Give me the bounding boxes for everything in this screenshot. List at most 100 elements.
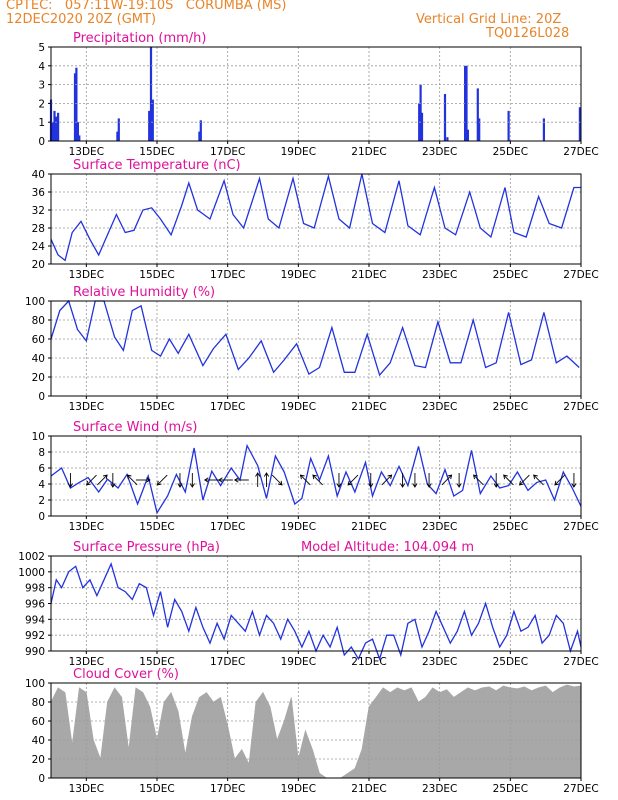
temperature-ytick-label: 32 xyxy=(32,205,45,217)
temperature-xtick-label: 25DEC xyxy=(493,269,528,281)
precipitation-ytick-label: 5 xyxy=(38,42,45,54)
humidity-xtick-label: 23DEC xyxy=(422,401,457,413)
temperature-xtick-label: 23DEC xyxy=(422,269,457,281)
wind-arrow-head xyxy=(218,477,223,483)
cloud-cover-area xyxy=(50,684,582,779)
temperature-ytick-label: 20 xyxy=(32,259,45,271)
wind-arrow-head xyxy=(110,483,116,488)
pressure-ytick-label: 994 xyxy=(25,614,45,626)
wind-arrow-shaft xyxy=(519,474,530,486)
precipitation-bar xyxy=(465,65,468,141)
precipitation-bar xyxy=(199,120,202,141)
wind-line xyxy=(50,443,582,515)
wind-arrow xyxy=(255,472,261,487)
precipitation-title: Precipitation (mm/h) xyxy=(73,31,206,46)
wind-arrow xyxy=(263,472,270,487)
temperature-xtick-label: 15DEC xyxy=(139,269,174,281)
wind-arrow-head xyxy=(156,480,162,486)
precipitation-bar xyxy=(476,88,479,141)
precipitation-bar xyxy=(116,131,119,141)
pressure-ytick-label: 1002 xyxy=(18,551,45,563)
wind-xtick-label: 15DEC xyxy=(139,521,174,533)
wind-arrow xyxy=(400,473,406,488)
wind-xtick-label: 25DEC xyxy=(493,521,528,533)
precipitation-bar xyxy=(466,129,469,141)
cloud-cover-xtick-label: 25DEC xyxy=(493,783,528,795)
humidity-ytick-label: 40 xyxy=(32,353,45,365)
precipitation-bar xyxy=(507,110,510,141)
wind-arrow xyxy=(203,477,219,483)
temperature-ytick-label: 36 xyxy=(32,187,46,199)
wind-arrow xyxy=(381,474,393,486)
humidity-ytick-label: 100 xyxy=(25,296,45,308)
wind-arrow xyxy=(519,474,530,486)
wind-arrow-head xyxy=(103,474,108,480)
wind-arrow-head xyxy=(203,477,209,483)
precipitation-frame xyxy=(50,46,582,142)
cloud-cover-frame xyxy=(50,682,582,779)
wind-arrow-head xyxy=(426,483,432,488)
humidity-xtick-label: 27DEC xyxy=(563,401,598,413)
humidity-ytick-label: 20 xyxy=(32,372,45,384)
pressure-xtick-label: 21DEC xyxy=(351,656,386,668)
humidity-xtick-label: 17DEC xyxy=(210,401,245,413)
wind-arrow-head xyxy=(473,474,478,480)
wind-arrow xyxy=(67,473,73,488)
wind-arrow xyxy=(503,474,514,486)
cloud-cover-panel: 0 20 40 60 80 100 13DEC 15DEC 17DEC 19DEC 21DEC 23D… xyxy=(25,667,599,795)
wind-arrow-head xyxy=(519,480,524,486)
precipitation-bar xyxy=(75,67,78,141)
wind-arrow-shaft xyxy=(312,474,323,486)
temperature-ytick-label: 28 xyxy=(32,223,45,235)
humidity-xtick-label: 15DEC xyxy=(139,401,174,413)
precipitation-bar xyxy=(419,84,422,141)
wind-arrow xyxy=(233,477,249,483)
pressure-ytick-label: 998 xyxy=(25,583,45,595)
wind-xtick-label: 17DEC xyxy=(210,521,245,533)
temperature-frame xyxy=(50,173,582,265)
cloud-cover-ytick-label: 80 xyxy=(32,697,45,709)
wind-arrow xyxy=(126,474,138,486)
wind-arrow-head xyxy=(277,480,283,486)
wind-ytick-label: 0 xyxy=(38,511,45,523)
precipitation-bar xyxy=(149,47,153,141)
wind-arrow-head xyxy=(412,483,418,488)
cloud-cover-xtick-label: 19DEC xyxy=(281,783,316,795)
wind-ytick-label: 2 xyxy=(38,495,45,507)
wind-arrow-head xyxy=(299,474,305,480)
precipitation-bar xyxy=(76,122,79,141)
pressure-xtick-label: 23DEC xyxy=(422,656,457,668)
humidity-ytick-label: 60 xyxy=(32,334,45,346)
wind-arrow-head xyxy=(533,474,538,480)
wind-arrow xyxy=(135,477,151,483)
humidity-xtick-label: 13DEC xyxy=(69,401,104,413)
pressure-xtick-label: 25DEC xyxy=(493,656,528,668)
wind-arrow xyxy=(412,473,418,488)
pressure-xtick-label: 17DEC xyxy=(210,656,245,668)
wind-arrow-shaft xyxy=(554,474,566,486)
wind-arrow-shaft xyxy=(300,474,311,486)
temperature-ytick-label: 40 xyxy=(32,169,45,181)
pressure-ytick-label: 996 xyxy=(25,599,45,611)
wind-title: Surface Wind (m/s) xyxy=(73,420,197,435)
wind-ytick-label: 6 xyxy=(38,463,45,475)
wind-arrow-head xyxy=(554,480,559,486)
wind-panel: 0 2 4 6 8 10 13DEC 15DEC 17DEC 19DEC 21DEC 23DEC 25D… xyxy=(32,420,599,533)
temperature-panel: 20 24 28 32 36 40 13DEC 15DEC 17DEC 19DEC 21DEC 23D… xyxy=(32,158,599,281)
precipitation-bar xyxy=(443,94,447,141)
pressure-xtick-label: 19DEC xyxy=(281,656,316,668)
wind-arrow xyxy=(456,473,462,488)
temperature-ytick-label: 24 xyxy=(32,241,46,253)
wind-arrow xyxy=(218,477,233,483)
wind-arrow-shaft xyxy=(381,474,392,486)
precipitation-ytick-label: 0 xyxy=(38,136,45,148)
wind-arrow-shaft xyxy=(157,474,168,486)
humidity-ytick-label: 0 xyxy=(38,391,45,403)
pressure-ytick-label: 990 xyxy=(25,646,45,658)
precipitation-ytick-label: 2 xyxy=(38,98,45,110)
precipitation-panel: 0 1 2 3 4 5 13DEC 15DEC 17DEC 19DEC 21DEC 23DEC 25DE… xyxy=(38,31,598,158)
temperature-xtick-label: 21DEC xyxy=(351,269,386,281)
cloud-cover-ytick-label: 40 xyxy=(32,735,45,747)
wind-arrow-head xyxy=(233,477,239,483)
